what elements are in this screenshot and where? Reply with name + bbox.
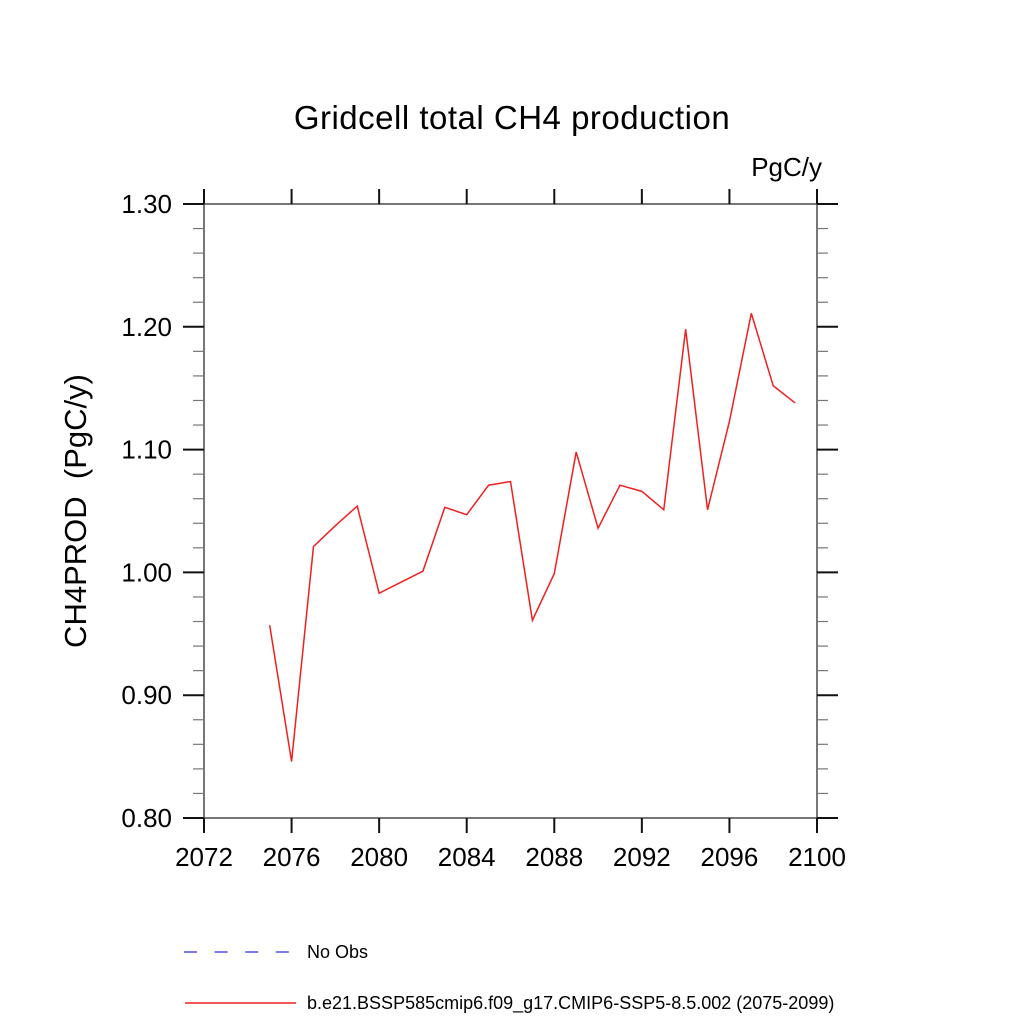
x-tick-label: 2088 [525,842,583,872]
y-tick-label: 1.00 [121,557,172,587]
x-tick-label: 2100 [788,842,846,872]
units-label: PgC/y [751,152,822,182]
plot-box [203,203,818,819]
chart-title: Gridcell total CH4 production [293,99,731,136]
series-line-swatch [185,1002,296,1004]
legend-item-series: b.e21.BSSP585cmip6.f09_g17.CMIP6-SSP5-8.… [184,992,834,1014]
x-tick-label: 2076 [263,842,321,872]
legend-label-series: b.e21.BSSP585cmip6.f09_g17.CMIP6-SSP5-8.… [307,992,835,1013]
y-tick-label: 0.80 [121,803,172,833]
y-tick-label: 0.90 [121,680,172,710]
y-tick-label: 1.30 [121,189,172,219]
x-tick-label: 2084 [438,842,496,872]
x-tick-label: 2072 [175,842,233,872]
no-obs-line-swatch [184,951,290,953]
x-tick-label: 2080 [350,842,408,872]
x-tick-label: 2092 [613,842,671,872]
y-tick-label: 1.20 [121,312,172,342]
legend-label-no-obs: No Obs [307,941,369,962]
series-line [268,313,796,762]
x-tick-label: 2096 [701,842,759,872]
legend-item-no-obs: No Obs [184,941,368,963]
y-tick-label: 1.10 [121,435,172,465]
